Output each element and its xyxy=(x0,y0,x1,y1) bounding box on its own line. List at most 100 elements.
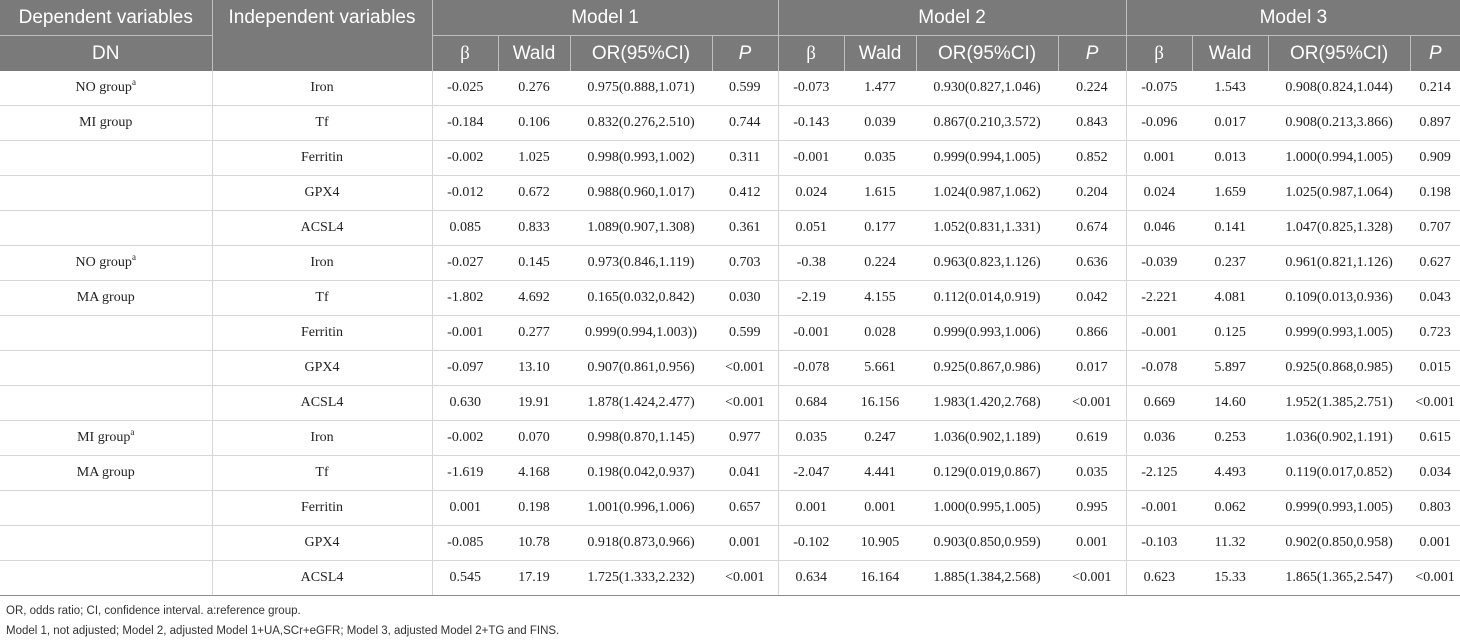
model-2-p-cell: 0.843 xyxy=(1058,105,1127,141)
header-or-ci: OR(95%CI) xyxy=(915,35,1059,71)
model-1-beta-cell: -0.085 xyxy=(431,525,498,561)
group-label: MI group xyxy=(79,115,133,130)
model-3-wald-cell: 0.017 xyxy=(1192,105,1269,141)
model-3-wald-cell: 4.493 xyxy=(1192,455,1269,491)
model-1-wald-cell: 17.19 xyxy=(498,560,570,596)
model-3-wald-cell: 0.253 xyxy=(1192,420,1269,456)
model-1-beta-cell: -0.012 xyxy=(431,175,498,211)
model-3-beta-cell: -0.039 xyxy=(1125,245,1193,281)
independent-variable-cell: Iron xyxy=(211,420,432,456)
model-3-p-cell: 0.803 xyxy=(1410,490,1460,526)
model-3-or-ci-cell: 0.908(0.824,1.044) xyxy=(1268,71,1411,106)
model-3-p-cell: 0.909 xyxy=(1410,140,1460,176)
model-2-beta-cell: 0.024 xyxy=(777,175,845,211)
table-row: ACSL4 0.630 19.91 1.878(1.424,2.477) <0.001 0… xyxy=(0,385,1460,421)
model-3-p-cell: 0.627 xyxy=(1410,245,1460,281)
model-3-beta-cell: -0.001 xyxy=(1125,490,1193,526)
model-1-wald-cell: 1.025 xyxy=(498,140,570,176)
model-1-beta-cell: -0.002 xyxy=(431,140,498,176)
reference-marker: a xyxy=(130,427,135,437)
beta-label: β xyxy=(1154,42,1164,64)
model-3-p-cell: 0.707 xyxy=(1410,210,1460,246)
model-3-p-cell: 0.897 xyxy=(1410,105,1460,141)
model-1-or-ci-cell: 0.198(0.042,0.937) xyxy=(570,455,712,491)
model-2-p-cell: 0.204 xyxy=(1058,175,1127,211)
model-3-beta-cell: 0.036 xyxy=(1125,420,1193,456)
model-2-p-cell: 0.035 xyxy=(1058,455,1127,491)
model-3-p-cell: 0.001 xyxy=(1410,525,1460,561)
model-1-or-ci-cell: 1.089(0.907,1.308) xyxy=(570,210,712,246)
model-2-beta-cell: 0.001 xyxy=(777,490,845,526)
model-1-beta-cell: 0.545 xyxy=(431,560,498,596)
model-3-beta-cell: 0.024 xyxy=(1125,175,1193,211)
model-2-p-cell: 0.042 xyxy=(1058,280,1127,316)
model-3-or-ci-cell: 1.036(0.902,1.191) xyxy=(1268,420,1411,456)
model-1-wald-cell: 0.833 xyxy=(498,210,570,246)
model-1-p-cell: <0.001 xyxy=(712,350,779,386)
table-row: ACSL4 0.085 0.833 1.089(0.907,1.308) 0.361 0.… xyxy=(0,210,1460,246)
header-row-models: Dependent variables Independent variable… xyxy=(0,0,1460,36)
model-2-or-ci-cell: 0.903(0.850,0.959) xyxy=(916,525,1059,561)
model-1-p-cell: <0.001 xyxy=(712,560,779,596)
table-row: GPX4 -0.012 0.672 0.988(0.960,1.017) 0.412 0.… xyxy=(0,175,1460,211)
model-3-wald-cell: 1.543 xyxy=(1192,71,1269,106)
table-body: NO groupa Iron -0.025 0.276 0.975(0.888,1.07… xyxy=(0,71,1460,596)
model-3-p-cell: 0.043 xyxy=(1410,280,1460,316)
model-3-p-cell: 0.615 xyxy=(1410,420,1460,456)
model-3-p-cell: 0.723 xyxy=(1410,315,1460,351)
table-row: ACSL4 0.545 17.19 1.725(1.333,2.232) <0.001 0… xyxy=(0,560,1460,596)
model-1-beta-cell: -0.001 xyxy=(431,315,498,351)
dependent-group-cell xyxy=(0,560,212,596)
table-row: GPX4 -0.097 13.10 0.907(0.861,0.956) <0.001-… xyxy=(0,350,1460,386)
dependent-group-cell xyxy=(0,315,212,351)
model-1-p-cell: 0.412 xyxy=(712,175,779,211)
model-2-or-ci-cell: 0.112(0.014,0.919) xyxy=(916,280,1059,316)
dependent-group-cell xyxy=(0,210,212,246)
dependent-group-cell xyxy=(0,140,212,176)
model-3-p-cell: <0.001 xyxy=(1410,560,1460,596)
model-3-beta-cell: -0.103 xyxy=(1125,525,1193,561)
model-1-or-ci-cell: 0.165(0.032,0.842) xyxy=(570,280,712,316)
independent-variable-cell: GPX4 xyxy=(211,525,432,561)
model-2-beta-cell: 0.684 xyxy=(777,385,845,421)
model-1-p-cell: 0.030 xyxy=(712,280,779,316)
model-1-beta-cell: -0.184 xyxy=(431,105,498,141)
model-3-p-cell: 0.198 xyxy=(1410,175,1460,211)
model-3-wald-cell: 14.60 xyxy=(1192,385,1269,421)
model-1-beta-cell: -0.025 xyxy=(431,71,498,106)
dependent-group-cell: MA group xyxy=(0,280,212,316)
group-label: MA group xyxy=(76,290,135,305)
model-1-wald-cell: 4.168 xyxy=(498,455,570,491)
independent-variable-cell: Ferritin xyxy=(211,140,432,176)
model-1-p-cell: 0.703 xyxy=(712,245,779,281)
model-2-wald-cell: 0.039 xyxy=(844,105,917,141)
independent-variable-cell: ACSL4 xyxy=(211,560,432,596)
independent-variable-cell: ACSL4 xyxy=(211,385,432,421)
model-3-p-cell: 0.214 xyxy=(1410,71,1460,106)
model-2-or-ci-cell: 1.885(1.384,2.568) xyxy=(916,560,1059,596)
model-3-beta-cell: 0.001 xyxy=(1125,140,1193,176)
model-2-or-ci-cell: 1.024(0.987,1.062) xyxy=(916,175,1059,211)
model-2-p-cell: 0.001 xyxy=(1058,525,1127,561)
model-1-wald-cell: 0.070 xyxy=(498,420,570,456)
model-1-p-cell: 0.041 xyxy=(712,455,779,491)
independent-variable-cell: Iron xyxy=(211,71,432,106)
model-3-beta-cell: -0.078 xyxy=(1125,350,1193,386)
model-3-or-ci-cell: 1.952(1.385,2.751) xyxy=(1268,385,1411,421)
model-2-wald-cell: 1.615 xyxy=(844,175,917,211)
model-3-wald-cell: 0.062 xyxy=(1192,490,1269,526)
model-1-p-cell: <0.001 xyxy=(712,385,779,421)
model-2-p-cell: <0.001 xyxy=(1058,560,1127,596)
header-model-2: Model 2 xyxy=(777,0,1127,36)
model-2-beta-cell: -0.143 xyxy=(777,105,845,141)
header-or-ci: OR(95%CI) xyxy=(1267,35,1411,71)
model-2-p-cell: <0.001 xyxy=(1058,385,1127,421)
footnote-abbreviations: OR, odds ratio; CI, confidence interval.… xyxy=(6,605,301,617)
reference-marker: a xyxy=(131,252,136,262)
model-2-or-ci-cell: 0.925(0.867,0.986) xyxy=(916,350,1059,386)
independent-variable-cell: GPX4 xyxy=(211,175,432,211)
model-1-beta-cell: -0.002 xyxy=(431,420,498,456)
model-2-beta-cell: -0.001 xyxy=(777,140,845,176)
independent-variable-cell: Tf xyxy=(211,455,432,491)
model-2-beta-cell: -0.38 xyxy=(777,245,845,281)
